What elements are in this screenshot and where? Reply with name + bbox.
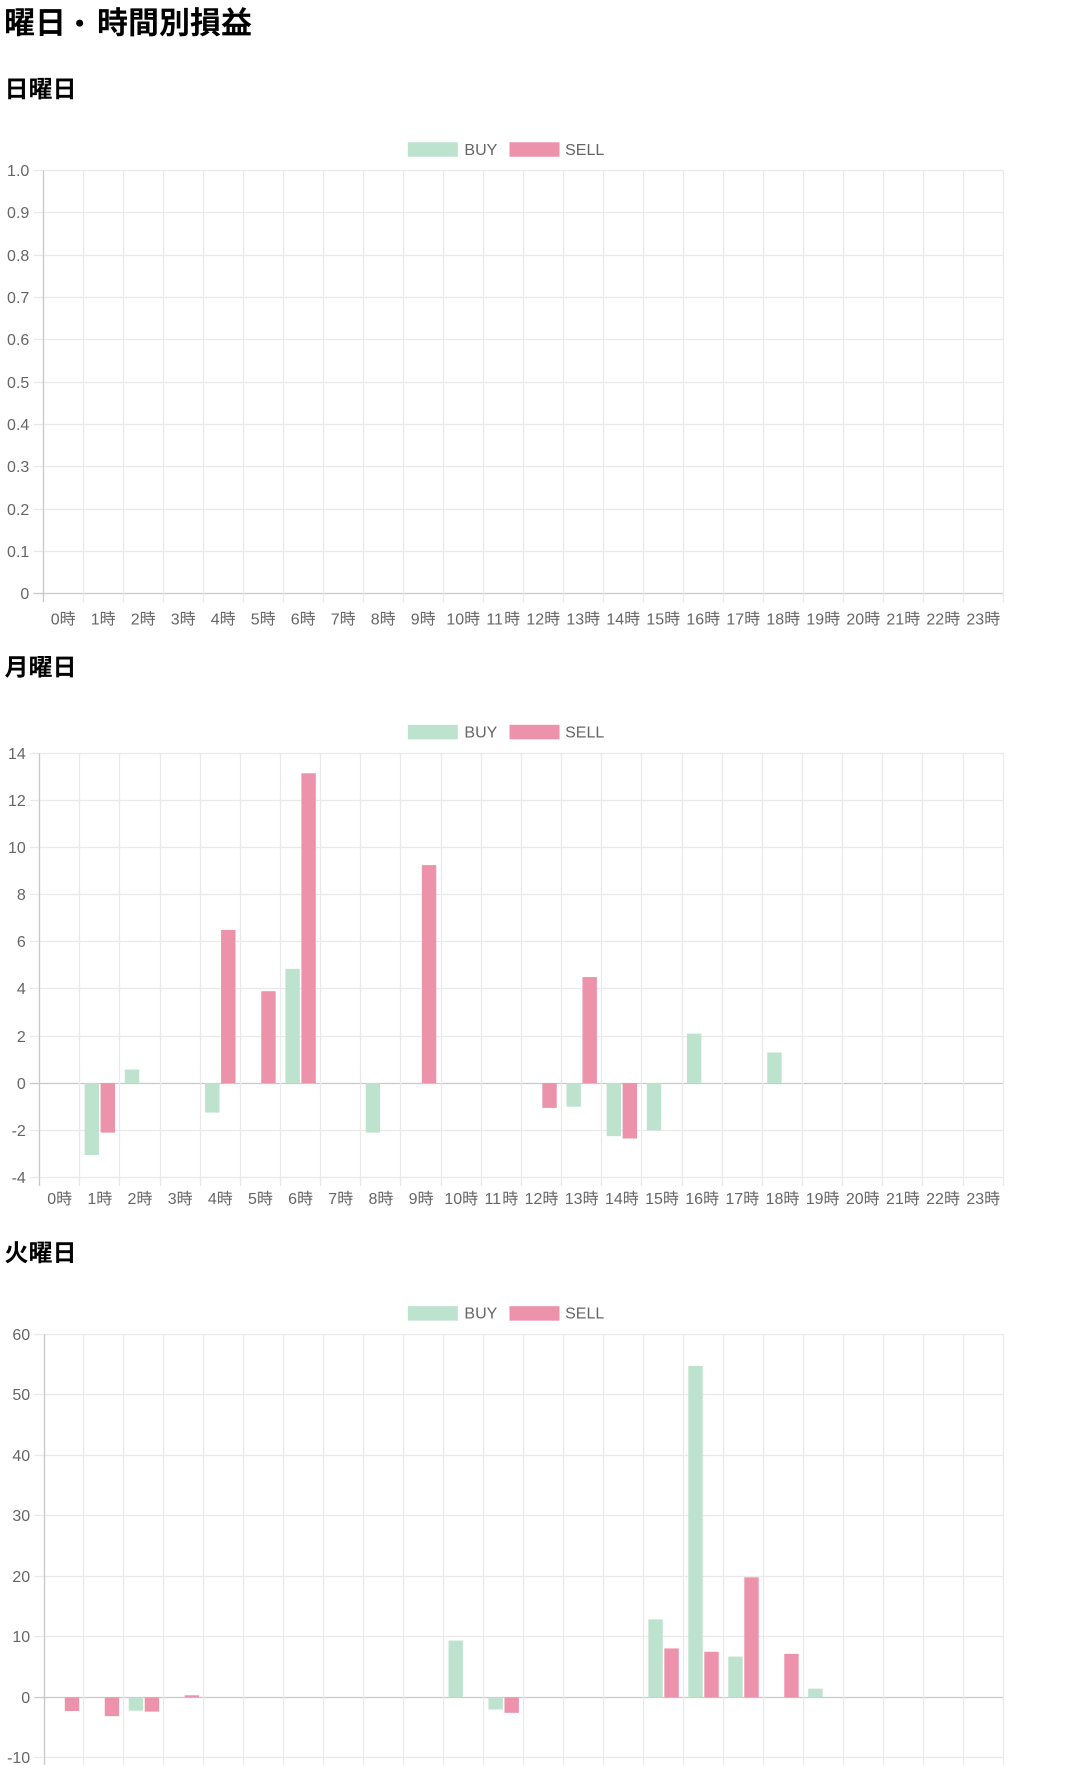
svg-text:0.2: 0.2 — [7, 502, 29, 519]
svg-text:0.5: 0.5 — [7, 375, 29, 392]
svg-text:6: 6 — [17, 934, 26, 951]
svg-text:SELL: SELL — [565, 724, 604, 741]
svg-text:-10: -10 — [7, 1750, 30, 1765]
svg-text:16: 16 — [686, 611, 704, 628]
svg-text:4: 4 — [17, 981, 26, 998]
svg-text:11: 11 — [486, 611, 503, 628]
svg-text:20: 20 — [12, 1569, 30, 1586]
svg-text:21: 21 — [886, 611, 904, 628]
svg-text:15: 15 — [645, 1191, 663, 1208]
svg-text:0.9: 0.9 — [7, 205, 29, 222]
svg-text:19: 19 — [806, 611, 824, 628]
svg-text:BUY: BUY — [464, 1306, 497, 1323]
svg-text:1.0: 1.0 — [7, 163, 29, 180]
svg-text:0.8: 0.8 — [7, 248, 29, 265]
svg-text:0: 0 — [51, 611, 60, 628]
svg-text:22: 22 — [926, 611, 944, 628]
svg-text:2: 2 — [17, 1029, 26, 1046]
svg-text:19: 19 — [806, 1191, 824, 1208]
svg-text:23: 23 — [966, 1191, 984, 1208]
svg-text:0.6: 0.6 — [7, 332, 29, 349]
svg-text:BUY: BUY — [464, 724, 497, 741]
svg-text:3: 3 — [171, 611, 180, 628]
svg-text:20: 20 — [846, 611, 864, 628]
svg-text:23: 23 — [966, 611, 984, 628]
svg-text:30: 30 — [12, 1508, 30, 1525]
svg-text:18: 18 — [766, 611, 784, 628]
svg-text:15: 15 — [646, 611, 664, 628]
svg-text:12: 12 — [525, 1191, 543, 1208]
svg-text:7: 7 — [331, 611, 340, 628]
svg-text:0.7: 0.7 — [7, 290, 29, 307]
svg-text:11: 11 — [484, 1191, 501, 1208]
svg-text:8: 8 — [371, 611, 380, 628]
svg-text:12: 12 — [526, 611, 544, 628]
svg-text:0: 0 — [47, 1191, 56, 1208]
svg-text:16: 16 — [685, 1191, 703, 1208]
svg-text:10: 10 — [12, 1629, 30, 1646]
svg-text:-2: -2 — [12, 1123, 26, 1140]
svg-text:4: 4 — [211, 611, 220, 628]
svg-text:5: 5 — [251, 611, 260, 628]
svg-text:14: 14 — [606, 611, 624, 628]
svg-text:0.1: 0.1 — [7, 544, 29, 561]
svg-text:3: 3 — [168, 1191, 177, 1208]
svg-text:10: 10 — [8, 840, 26, 857]
svg-text:14: 14 — [8, 746, 26, 763]
svg-text:60: 60 — [12, 1327, 30, 1344]
svg-text:0: 0 — [20, 586, 29, 603]
svg-text:1: 1 — [87, 1191, 96, 1208]
svg-text:BUY: BUY — [464, 142, 497, 159]
svg-text:-4: -4 — [12, 1170, 26, 1187]
svg-text:21: 21 — [886, 1191, 904, 1208]
svg-text:0: 0 — [21, 1690, 30, 1707]
svg-text:6: 6 — [291, 611, 300, 628]
svg-text:9: 9 — [411, 611, 420, 628]
svg-text:13: 13 — [565, 1191, 583, 1208]
svg-text:14: 14 — [605, 1191, 623, 1208]
svg-text:5: 5 — [248, 1191, 257, 1208]
svg-text:9: 9 — [409, 1191, 418, 1208]
svg-text:18: 18 — [766, 1191, 784, 1208]
svg-text:1: 1 — [91, 611, 100, 628]
svg-text:8: 8 — [368, 1191, 377, 1208]
svg-text:17: 17 — [725, 1191, 743, 1208]
svg-text:7: 7 — [328, 1191, 337, 1208]
svg-text:12: 12 — [8, 793, 26, 810]
svg-text:0.3: 0.3 — [7, 459, 29, 476]
svg-text:0: 0 — [17, 1076, 26, 1093]
svg-text:10: 10 — [446, 611, 464, 628]
svg-text:8: 8 — [17, 887, 26, 904]
svg-text:2: 2 — [131, 611, 140, 628]
svg-text:20: 20 — [846, 1191, 864, 1208]
svg-text:4: 4 — [208, 1191, 217, 1208]
svg-text:22: 22 — [926, 1191, 944, 1208]
svg-text:17: 17 — [726, 611, 744, 628]
svg-text:SELL: SELL — [565, 142, 604, 159]
svg-text:10: 10 — [444, 1191, 462, 1208]
svg-text:0.4: 0.4 — [7, 417, 29, 434]
svg-text:2: 2 — [128, 1191, 137, 1208]
svg-text:40: 40 — [12, 1448, 30, 1465]
svg-text:50: 50 — [12, 1387, 30, 1404]
svg-text:6: 6 — [288, 1191, 297, 1208]
svg-text:SELL: SELL — [565, 1306, 604, 1323]
svg-text:13: 13 — [566, 611, 584, 628]
